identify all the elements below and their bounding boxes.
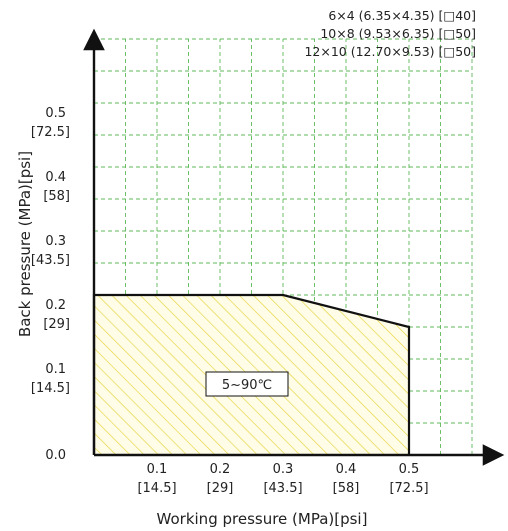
y-tick-label: 0.5	[45, 106, 66, 121]
y-tick-label-psi: [43.5]	[31, 253, 70, 268]
x-tick-label-psi: [58]	[333, 481, 360, 496]
y-tick-label: 0.1	[45, 362, 66, 377]
region-label-box: 5~90℃	[205, 371, 289, 397]
x-tick-label-psi: [72.5]	[389, 481, 428, 496]
y-tick-label: 0.0	[45, 448, 66, 463]
region-label: 5~90℃	[222, 378, 272, 393]
y-tick-label-psi: [14.5]	[31, 381, 70, 396]
x-tick-label-psi: [43.5]	[263, 481, 302, 496]
x-tick-labels: 0.1 [14.5] 0.2 [29] 0.3 [43.5] 0.4 [58] 0.5 [72.5…	[137, 462, 428, 496]
x-tick-label-psi: [29]	[207, 481, 234, 496]
y-tick-label: 0.3	[45, 234, 66, 249]
x-tick-label: 0.5	[399, 462, 420, 477]
y-tick-label-psi: [72.5]	[31, 125, 70, 140]
y-tick-label-psi: [29]	[43, 317, 70, 332]
x-axis-title: Working pressure (MPa)[psi]	[157, 510, 368, 528]
axes	[83, 28, 505, 466]
x-tick-label: 0.4	[336, 462, 357, 477]
legend-line-3: 12×10 (12.70×9.53) [□50]	[304, 44, 476, 59]
legend-line-1: 6×4 (6.35×4.35) [□40]	[328, 8, 476, 23]
y-tick-label: 0.2	[45, 298, 66, 313]
y-tick-label-psi: [58]	[43, 189, 70, 204]
x-tick-label-psi: [14.5]	[137, 481, 176, 496]
x-tick-label: 0.2	[210, 462, 231, 477]
legend-line-2: 10×8 (9.53×6.35) [□50]	[320, 26, 476, 41]
y-tick-labels: 0.0 0.1 [14.5] 0.2 [29] 0.3 [43.5] 0.4 [58] 0.5 [7…	[31, 106, 70, 463]
legend: 6×4 (6.35×4.35) [□40] 10×8 (9.53×6.35) […	[304, 8, 476, 59]
y-axis-title: Back pressure (MPa)[psi]	[16, 151, 34, 337]
x-tick-label: 0.3	[273, 462, 294, 477]
y-tick-label: 0.4	[45, 170, 66, 185]
x-tick-label: 0.1	[147, 462, 168, 477]
